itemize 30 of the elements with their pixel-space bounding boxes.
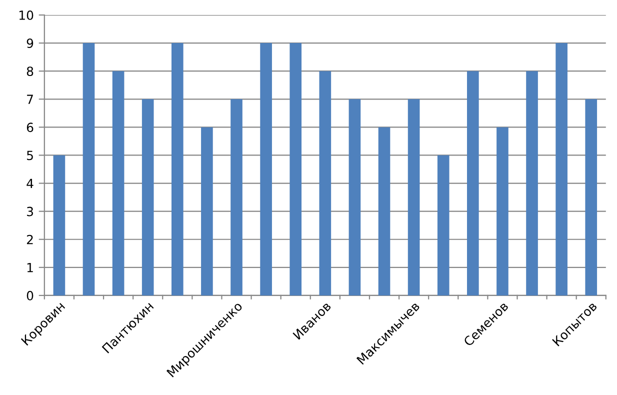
y-tick-label: 7 [27,94,33,104]
y-tick-label: 9 [26,38,34,48]
bar [230,99,242,296]
bar [112,71,124,296]
y-tick-label: 6 [26,122,34,132]
y-tick-label: 10 [19,10,34,20]
bar [171,43,184,296]
bar [467,71,479,296]
bar [496,127,508,296]
bar [82,43,95,296]
bar [556,43,568,296]
bar [585,99,598,296]
bar [408,99,420,296]
y-tick-label: 8 [26,66,34,76]
y-tick-label: 5 [27,150,33,160]
y-tick-label: 1 [27,263,33,272]
y-tick-label: 2 [26,234,33,244]
y-tick-label: 4 [26,178,34,188]
bar [437,155,450,296]
bar [348,99,361,296]
bar [201,127,213,296]
bar [260,43,272,296]
bar [290,43,302,296]
bar [526,71,538,296]
bar [319,71,332,296]
y-tick-label: 3 [27,206,34,216]
bar [378,127,390,296]
bar [142,99,154,296]
bar [53,155,66,296]
y-tick-label: 0 [26,290,34,300]
